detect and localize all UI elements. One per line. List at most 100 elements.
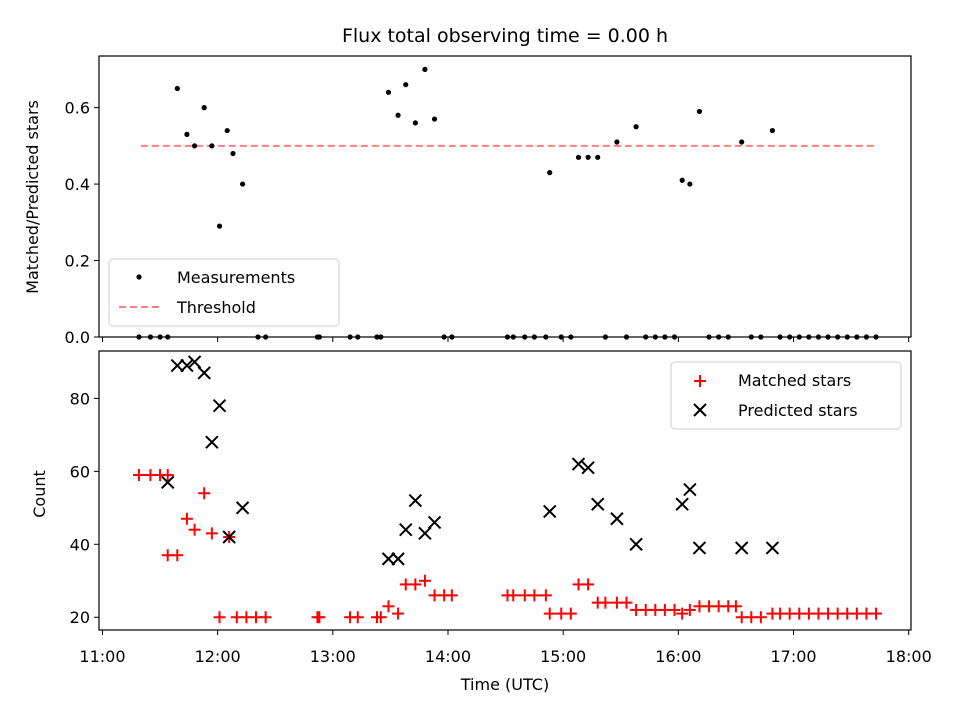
ratio-y-tick-label: 0.2 — [65, 252, 90, 271]
predicted-star-point — [543, 504, 557, 519]
predicted-star-point — [197, 366, 211, 380]
x-tick-label: 15:00 — [540, 647, 586, 666]
measurement-point — [769, 127, 776, 134]
measurement-point — [191, 143, 198, 149]
legend-measurements-label: Measurements — [177, 268, 295, 287]
predicted-star-point — [675, 497, 689, 511]
measurement-point — [595, 154, 601, 160]
matched-star-point — [564, 607, 577, 620]
measurement-point — [585, 154, 591, 160]
x-tick-label: 16:00 — [655, 647, 701, 666]
count-points — [132, 355, 883, 624]
predicted-star-point — [391, 552, 405, 566]
predicted-star-point — [591, 497, 605, 511]
matched-star-point — [683, 603, 696, 616]
x-tick-label: 12:00 — [195, 647, 241, 666]
measurement-point — [547, 170, 553, 176]
matched-star-point — [132, 469, 145, 481]
legend-measurements-marker — [136, 274, 142, 280]
matched-star-point — [870, 607, 883, 620]
matched-star-point — [582, 578, 595, 591]
predicted-star-point — [161, 475, 175, 490]
predicted-star-point — [205, 435, 219, 449]
count-y-tick-label: 80 — [70, 389, 90, 408]
predicted-star-point — [765, 541, 780, 555]
count-legend-box — [670, 361, 902, 430]
predicted-star-point — [571, 457, 586, 471]
legend-matched-label: Matched stars — [738, 371, 851, 390]
predicted-star-point — [683, 482, 697, 497]
measurement-point — [687, 181, 693, 187]
count-y-tick-label: 60 — [70, 462, 90, 481]
predicted-star-point — [212, 398, 227, 413]
measurement-point — [385, 89, 392, 95]
matched-star-point — [599, 596, 612, 609]
x-tick-label: 13:00 — [310, 647, 356, 666]
matched-star-point — [676, 607, 689, 620]
matched-star-point — [543, 607, 556, 620]
chart-title: Flux total observing time = 0.00 h — [342, 25, 668, 47]
measurement-point — [696, 108, 703, 115]
measurement-point — [422, 66, 428, 72]
matched-star-point — [259, 611, 272, 624]
predicted-star-point — [581, 460, 595, 475]
ratio-y-tick-label: 0.4 — [65, 175, 90, 194]
x-tick-label: 11:00 — [79, 647, 125, 666]
measurement-point — [174, 85, 180, 92]
measurement-point — [412, 120, 418, 126]
matched-star-point — [507, 589, 520, 602]
matched-star-point — [392, 607, 405, 620]
matched-star-point — [754, 611, 767, 624]
predicted-star-point — [180, 358, 194, 373]
matched-star-point — [161, 469, 174, 481]
predicted-star-point — [170, 358, 185, 373]
measurement-point — [201, 105, 207, 111]
ratio-y-axis-label: Matched/Predicted stars — [23, 100, 42, 294]
matched-star-point — [205, 527, 218, 540]
matched-star-point — [198, 487, 211, 500]
predicted-star-point — [629, 537, 643, 552]
ratio-legend: Measurements Threshold — [108, 258, 340, 327]
x-tick-label: 17:00 — [770, 647, 816, 666]
count-y-tick-label: 40 — [70, 535, 90, 554]
measurement-point — [239, 181, 246, 187]
matched-star-point — [213, 611, 226, 624]
matched-star-point — [668, 603, 681, 616]
count-panel: 20 40 60 80 11:00 12:00 13:00 14:00 15:00 16:00 17… — [30, 350, 932, 694]
predicted-star-point — [381, 552, 396, 566]
ratio-panel: Flux total observing time = 0.00 h 0.0 0.… — [23, 25, 912, 347]
matched-star-point — [351, 611, 364, 624]
count-axis-ticks: 20 40 60 80 11:00 12:00 13:00 14:00 15:00 16:00 17… — [70, 389, 932, 666]
legend-predicted-label: Predicted stars — [738, 401, 858, 420]
predicted-star-point — [610, 512, 624, 526]
predicted-star-point — [399, 522, 413, 537]
count-legend: Matched stars Predicted stars — [670, 361, 902, 430]
legend-predicted-marker — [693, 403, 707, 417]
predicted-star-point — [427, 515, 442, 530]
predicted-star-point — [187, 355, 202, 369]
ratio-axis-ticks: 0.0 0.2 0.4 0.6 — [65, 99, 910, 347]
matched-star-point — [313, 611, 326, 624]
measurement-point — [395, 112, 401, 118]
matched-star-point — [171, 549, 184, 562]
measurement-point — [216, 223, 223, 229]
matched-star-point — [374, 611, 387, 624]
matched-star-point — [620, 596, 633, 609]
measurement-point — [575, 154, 582, 160]
legend-threshold-label: Threshold — [176, 298, 256, 317]
legend-matched-marker — [694, 375, 706, 387]
ratio-y-tick-label: 0.0 — [65, 328, 90, 347]
measurement-point — [224, 127, 230, 134]
measurement-point — [633, 124, 639, 130]
x-tick-label: 18:00 — [886, 647, 932, 666]
measurement-point — [431, 116, 438, 122]
measurement-point — [403, 82, 409, 88]
predicted-star-point — [222, 530, 236, 544]
matched-star-point — [418, 574, 431, 587]
predicted-star-point — [734, 541, 749, 555]
measurement-point — [614, 139, 620, 145]
measurement-point — [230, 150, 236, 157]
predicted-star-point — [692, 541, 707, 555]
matched-star-point — [528, 589, 541, 602]
